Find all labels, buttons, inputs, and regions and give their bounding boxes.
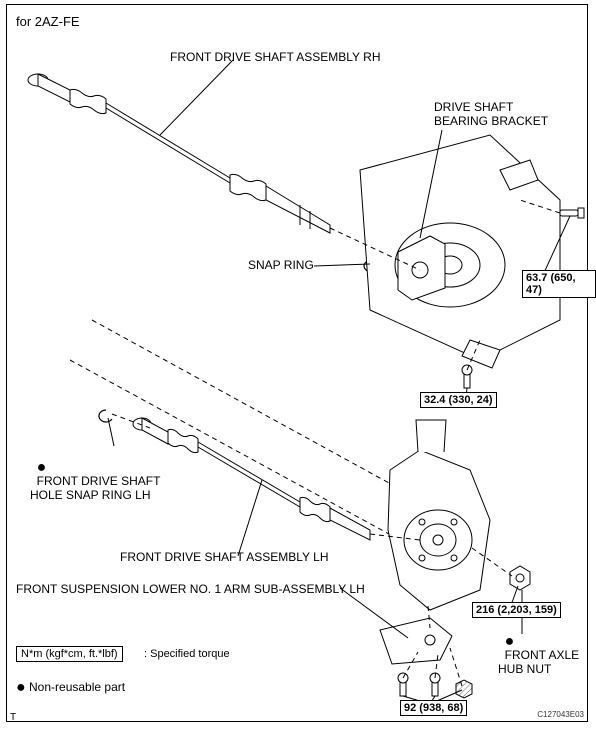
engine-code-label: for 2AZ-FE [16,14,80,29]
bullet-icon: ● [16,679,26,696]
torque-32-4: 32.4 (330, 24) [420,392,497,408]
legend-torque-text: : Specified torque [144,648,230,660]
legend-torque-box: N*m (kgf*cm, ft.*lbf) [16,646,123,662]
label-snap-ring-lh-text: FRONT DRIVE SHAFT HOLE SNAP RING LH [30,474,160,502]
torque-216: 216 (2,203, 159) [472,602,561,618]
label-hub-nut: ● FRONT AXLE HUB NUT [498,620,579,676]
label-lower-arm: FRONT SUSPENSION LOWER NO. 1 ARM SUB-ASS… [16,582,365,596]
label-snap-ring-lh: ● FRONT DRIVE SHAFT HOLE SNAP RING LH [30,446,160,502]
label-shaft-lh: FRONT DRIVE SHAFT ASSEMBLY LH [120,550,329,564]
corner-mark: T [10,712,16,723]
torque-92: 92 (938, 68) [400,700,467,716]
doc-id: C127043E03 [537,710,584,719]
label-snap-ring: SNAP RING [248,258,314,272]
legend-nonreusable-text: Non-reusable part [29,680,125,694]
label-hub-nut-text: FRONT AXLE HUB NUT [498,648,579,676]
label-shaft-rh: FRONT DRIVE SHAFT ASSEMBLY RH [170,50,381,64]
label-bearing-bracket: DRIVE SHAFT BEARING BRACKET [434,100,548,128]
legend-nonreusable: ● Non-reusable part [16,680,125,694]
torque-63-7: 63.7 (650, 47) [522,270,596,298]
